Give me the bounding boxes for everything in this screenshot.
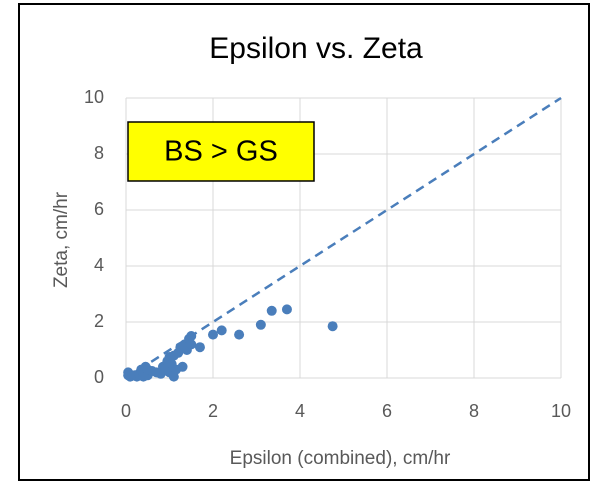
chart-border xyxy=(18,3,590,481)
annotation: BS > GS xyxy=(164,136,278,168)
point xyxy=(194,342,205,353)
point xyxy=(208,329,218,340)
y-tick-label: 6 xyxy=(94,199,104,219)
x-tick-label: 8 xyxy=(469,401,479,421)
point xyxy=(327,321,338,332)
x-axis-label: Epsilon (combined), cm/hr xyxy=(230,448,451,469)
x-tick-label: 4 xyxy=(295,401,305,421)
point xyxy=(281,304,292,315)
x-tick-label: 0 xyxy=(121,401,131,421)
plot-area: 0 2 4 6 8 10 0 2 4 6 8 10 xyxy=(84,87,571,421)
x-tick-label: 10 xyxy=(551,401,571,421)
point xyxy=(266,305,277,316)
point xyxy=(255,319,266,330)
point xyxy=(177,361,188,372)
point xyxy=(216,325,227,336)
y-tick-label: 8 xyxy=(94,143,104,163)
y-tick-label: 2 xyxy=(94,311,104,331)
y-axis-label: Zeta, cm/hr xyxy=(51,191,72,288)
point xyxy=(186,339,197,350)
y-tick-label: 0 xyxy=(94,367,104,387)
point xyxy=(186,331,197,341)
reference-line xyxy=(125,96,562,380)
annotation-box xyxy=(127,121,315,182)
chart-title: Epsilon vs. Zeta xyxy=(209,32,423,65)
point xyxy=(234,329,245,340)
x-tick-label: 6 xyxy=(382,401,392,421)
x-tick-label: 2 xyxy=(208,401,218,421)
y-tick-label: 4 xyxy=(94,255,104,275)
y-tick-label: 10 xyxy=(84,87,104,107)
